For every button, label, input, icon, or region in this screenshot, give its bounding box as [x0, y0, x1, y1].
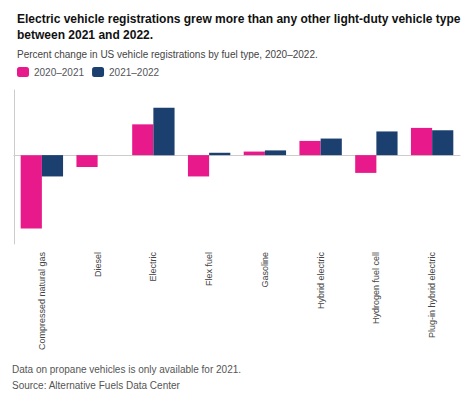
- svg-text:Gasoline: Gasoline: [260, 252, 270, 288]
- svg-text:Flex fuel: Flex fuel: [204, 252, 214, 286]
- svg-text:Hydrogen fuel cell: Hydrogen fuel cell: [371, 252, 381, 324]
- svg-text:Diesel: Diesel: [93, 252, 103, 277]
- svg-text:2020–2021: 2020–2021: [34, 67, 84, 78]
- svg-text:Hybrid electric: Hybrid electric: [316, 251, 326, 309]
- svg-text:Percent change in US vehicle r: Percent change in US vehicle registratio…: [17, 49, 318, 60]
- svg-text:Electric vehicle registrations: Electric vehicle registrations grew more…: [17, 12, 464, 26]
- svg-text:Source: Alternative Fuels Data: Source: Alternative Fuels Data Center: [12, 380, 181, 391]
- svg-text:between 2021 and 2022.: between 2021 and 2022.: [17, 28, 153, 42]
- svg-text:Electric: Electric: [148, 251, 158, 281]
- svg-text:Plug-in hybrid electric: Plug-in hybrid electric: [427, 251, 437, 338]
- svg-text:Data on propane vehicles is on: Data on propane vehicles is only availab…: [12, 364, 241, 375]
- svg-text:2021–2022: 2021–2022: [109, 67, 159, 78]
- svg-text:Compressed natural gas: Compressed natural gas: [37, 251, 47, 350]
